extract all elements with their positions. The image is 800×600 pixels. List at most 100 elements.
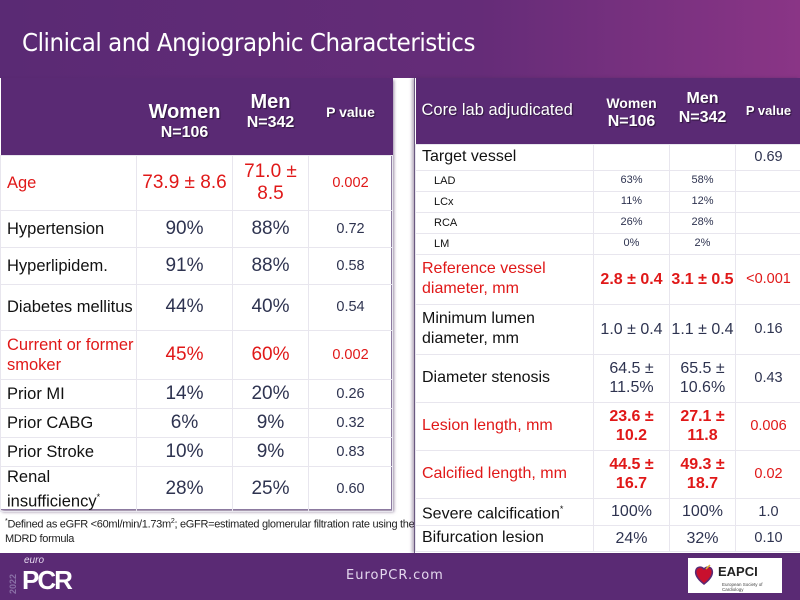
table-row: Hyperlipidem. 91% 88% 0.58 bbox=[0, 246, 393, 285]
table-row: Diabetes mellitus 44% 40% 0.54 bbox=[0, 283, 393, 331]
p-value bbox=[735, 232, 800, 255]
table-row: Prior Stroke 10% 9% 0.83 bbox=[0, 436, 393, 467]
row-label: LM bbox=[415, 232, 594, 255]
men-value: 65.5 ± 10.6% bbox=[669, 353, 736, 403]
row-label: Lesion length, mm bbox=[415, 401, 594, 451]
men-value-text: 71.0 ± 8.5 bbox=[244, 160, 297, 204]
women-value: 26% bbox=[593, 211, 670, 234]
header-label bbox=[0, 78, 137, 155]
row-label-text: Current or former smoker bbox=[7, 335, 134, 374]
p-value: 0.02 bbox=[735, 449, 800, 499]
women-value-text: 63% bbox=[620, 174, 643, 186]
p-value-text: 0.72 bbox=[336, 220, 365, 237]
women-value-text: 6% bbox=[170, 411, 199, 433]
p-value-text: 0.83 bbox=[336, 443, 365, 460]
men-value: 12% bbox=[669, 190, 736, 213]
p-value-text: 0.02 bbox=[754, 466, 783, 482]
row-label: RCA bbox=[415, 211, 594, 234]
table-row: Reference vessel diameter, mm 2.8 ± 0.4 3.… bbox=[415, 253, 800, 305]
row-label-text: LCx bbox=[434, 195, 454, 208]
table-row: Target vessel 0.69 bbox=[415, 143, 800, 171]
row-label: Current or former smoker bbox=[0, 329, 137, 380]
site-url[interactable]: EuroPCR.com bbox=[346, 568, 444, 583]
row-label-text: Target vessel bbox=[422, 148, 517, 165]
table-row: Minimum lumen diameter, mm 1.0 ± 0.4 1.1 ±… bbox=[415, 303, 800, 355]
men-value-text: 49.3 ± 18.7 bbox=[680, 456, 725, 492]
men-value: 3.1 ± 0.5 bbox=[669, 253, 736, 305]
men-value: 88% bbox=[232, 209, 309, 248]
table-subrow: LAD 63% 58% bbox=[415, 169, 800, 192]
p-value bbox=[735, 190, 800, 213]
row-label: Reference vessel diameter, mm bbox=[415, 253, 594, 305]
header-men-n: N=342 bbox=[678, 108, 727, 126]
women-value: 23.6 ± 10.2 bbox=[593, 401, 670, 451]
row-label: Age bbox=[0, 154, 137, 211]
women-value-text: 100% bbox=[611, 503, 652, 520]
women-value-text: 0% bbox=[623, 237, 640, 249]
footnote-sup: 2 bbox=[170, 518, 175, 525]
row-label: Target vessel bbox=[415, 143, 594, 171]
women-value-text: 23.6 ± 10.2 bbox=[609, 408, 654, 444]
men-value-text: 2% bbox=[694, 237, 711, 249]
men-value-text: 32% bbox=[686, 529, 719, 547]
logo-pcr: PCR bbox=[22, 565, 73, 595]
table-row: Renal insufficiency* 28% 25% 0.60 bbox=[0, 465, 393, 512]
women-value: 64.5 ± 11.5% bbox=[593, 353, 670, 403]
p-value-text: 1.0 bbox=[758, 503, 779, 520]
men-value-text: 60% bbox=[251, 343, 290, 365]
row-label: Prior Stroke bbox=[0, 436, 137, 467]
women-value-text: 11% bbox=[620, 195, 643, 207]
women-value-text: 44% bbox=[165, 296, 204, 317]
header-women-label: Women bbox=[606, 95, 657, 112]
p-value: 0.54 bbox=[308, 283, 393, 331]
men-value: 60% bbox=[232, 329, 309, 380]
men-value: 2% bbox=[669, 232, 736, 255]
row-label-text: Hyperlipidem. bbox=[7, 256, 108, 275]
p-value-text: <0.001 bbox=[746, 271, 791, 287]
slide-title: Clinical and Angiographic Characteristic… bbox=[22, 28, 475, 57]
men-value: 49.3 ± 18.7 bbox=[669, 449, 736, 499]
men-value-text: 1.1 ± 0.4 bbox=[671, 320, 734, 338]
men-value: 28% bbox=[669, 211, 736, 234]
header-women-n: N=106 bbox=[160, 124, 209, 142]
men-value: 40% bbox=[232, 283, 309, 331]
men-value: 100% bbox=[669, 497, 736, 526]
row-label-text: LM bbox=[434, 237, 450, 250]
row-label-text: Severe calcification bbox=[422, 505, 560, 523]
header-label: Core lab adjudicated bbox=[415, 78, 594, 144]
women-value-text: 28% bbox=[165, 477, 204, 499]
table-row: Severe calcification* 100% 100% 1.0 bbox=[415, 497, 800, 526]
women-value: 11% bbox=[593, 190, 670, 213]
header-band bbox=[0, 0, 800, 78]
p-value: 0.16 bbox=[735, 303, 800, 355]
row-label-text: LAD bbox=[434, 174, 456, 187]
women-value: 91% bbox=[136, 246, 233, 285]
women-value: 2.8 ± 0.4 bbox=[593, 253, 670, 305]
women-value: 45% bbox=[136, 329, 233, 380]
women-value-text: 73.9 ± 8.6 bbox=[142, 171, 227, 193]
men-value-text: 27.1 ± 11.8 bbox=[680, 408, 725, 444]
logo-year: 2022 bbox=[8, 573, 18, 594]
header-women: Women N=106 bbox=[593, 78, 670, 144]
p-value-text: 0.002 bbox=[332, 346, 369, 363]
women-value-text: 44.5 ± 16.7 bbox=[609, 456, 654, 492]
footer-band bbox=[0, 553, 800, 600]
row-label-text: Calcified length, mm bbox=[422, 465, 567, 482]
row-label: Diabetes mellitus bbox=[0, 283, 137, 331]
men-value-text: 28% bbox=[691, 216, 714, 228]
p-value: 0.32 bbox=[308, 407, 393, 438]
p-value: 0.10 bbox=[735, 524, 800, 552]
p-value: <0.001 bbox=[735, 253, 800, 305]
table-row: Diameter stenosis 64.5 ± 11.5% 65.5 ± 10.6… bbox=[415, 353, 800, 403]
p-value: 1.0 bbox=[735, 497, 800, 526]
table-row: Bifurcation lesion 24% 32% 0.10 bbox=[415, 524, 800, 552]
women-value: 73.9 ± 8.6 bbox=[136, 154, 233, 211]
women-value: 44.5 ± 16.7 bbox=[593, 449, 670, 499]
men-value-text: 100% bbox=[682, 503, 723, 520]
row-label: Diameter stenosis bbox=[415, 353, 594, 403]
men-value: 58% bbox=[669, 169, 736, 192]
women-value: 63% bbox=[593, 169, 670, 192]
men-value: 27.1 ± 11.8 bbox=[669, 401, 736, 451]
p-value bbox=[735, 169, 800, 192]
men-value: 20% bbox=[232, 378, 309, 409]
